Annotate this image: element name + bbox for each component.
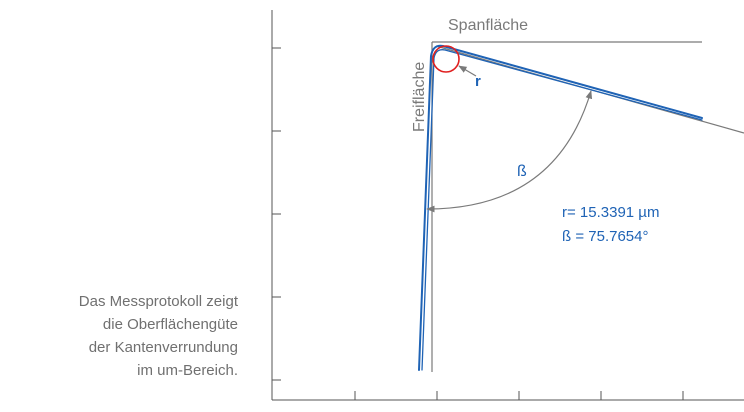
flank-face-label: Freifläche: [411, 62, 428, 132]
radius-marker-circle: [432, 45, 460, 73]
profile-inner-line: [421, 49, 703, 371]
measured-profile: [418, 44, 703, 371]
angle-arc: [426, 90, 593, 213]
caption-line: der Kantenverrundung: [88, 339, 238, 356]
caption-text: Das Messprotokoll zeigt die Oberflächeng…: [60, 290, 238, 382]
profile-outer-line: [418, 44, 703, 371]
angle-measurement: ß = 75.7654°: [562, 228, 648, 245]
caption-line: im um-Bereich.: [137, 362, 238, 379]
axis-frame: [271, 10, 744, 401]
rake-face-label: Spanfläche: [448, 17, 528, 34]
radius-symbol-label: r: [475, 73, 481, 90]
caption-line: die Oberflächengüte: [102, 316, 238, 333]
radius-measurement: r= 15.3391 µm: [562, 204, 659, 221]
caption-line: Das Messprotokoll zeigt: [78, 293, 238, 310]
angle-symbol-label: ß: [517, 163, 527, 180]
radius-leader-arrow: [458, 65, 477, 77]
